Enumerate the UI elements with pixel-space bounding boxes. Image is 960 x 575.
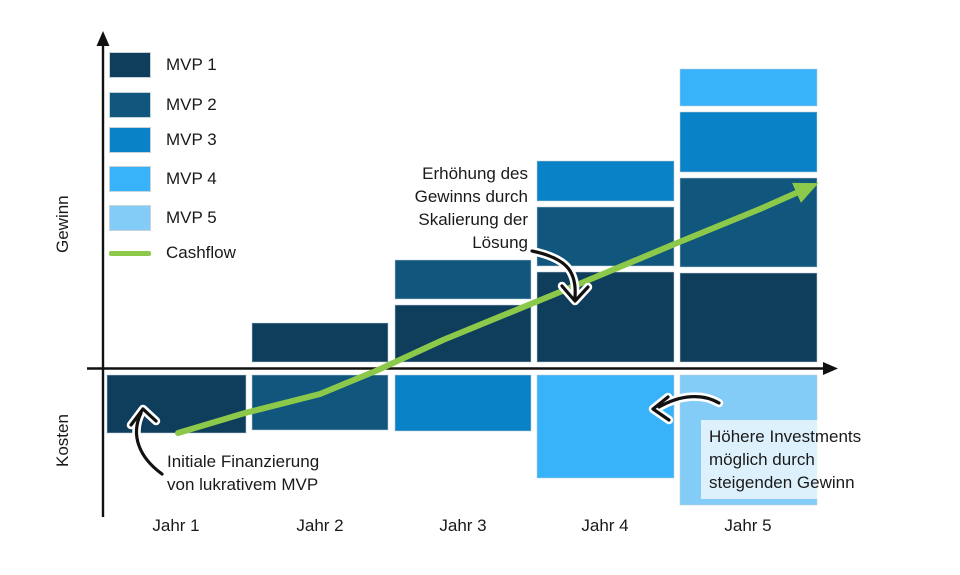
annotation-initiale-finanzierung: Initiale Finanzierung von lukrativem MVP	[167, 452, 320, 494]
bar-segment-gewinn	[536, 160, 675, 202]
legend-item-mvp5: MVP 5	[109, 205, 217, 231]
legend-swatch-mvp3	[109, 127, 151, 153]
annotation-arrow-erhoehung-icon	[560, 284, 590, 303]
x-axis-arrow-icon	[823, 362, 838, 375]
legend-swatch-mvp1	[109, 52, 151, 78]
legend-label: MVP 4	[166, 169, 217, 188]
bar-segment-gewinn	[251, 322, 389, 363]
x-axis-label-jahr-4: Jahr 4	[581, 516, 629, 535]
annotation-arrow-initiale-icon	[135, 411, 164, 476]
x-axis-label-jahr-1: Jahr 1	[152, 516, 200, 535]
annotation-arrow-initiale-icon	[129, 407, 158, 427]
bar-segment-gewinn	[536, 271, 675, 363]
legend-item-mvp1: MVP 1	[109, 52, 217, 78]
legend-label: MVP 1	[166, 55, 217, 74]
y-axis-label-gewinn: Gewinn	[53, 195, 72, 253]
legend-swatch-mvp4	[109, 166, 151, 192]
annotation-hoehere-investments: Höhere Investments möglich durch steigen…	[701, 420, 870, 499]
x-axis-label-jahr-2: Jahr 2	[296, 516, 344, 535]
legend-swatch-mvp5	[109, 205, 151, 231]
annotation-arrow-hoehere-icon	[651, 395, 671, 422]
legend-swatch-mvp2	[109, 92, 151, 118]
legend-label: MVP 5	[166, 208, 217, 227]
legend-item-mvp3: MVP 3	[109, 127, 217, 153]
x-axis-label-jahr-3: Jahr 3	[439, 516, 487, 535]
y-axis-arrow-icon	[96, 31, 110, 46]
y-axis-label-kosten: Kosten	[53, 414, 72, 467]
legend-item-mvp2: MVP 2	[109, 92, 217, 118]
bar-segment-gewinn	[679, 111, 818, 173]
annotation-arrow-erhoehung-icon	[530, 249, 577, 299]
bar-segment-kosten	[251, 374, 389, 431]
legend-label: MVP 2	[166, 95, 217, 114]
bar-segment-gewinn	[679, 272, 818, 363]
legend-item-cashflow: Cashflow	[109, 243, 236, 263]
annotation-erhoehung-des-gewinns: Erhöhung des Gewinns durch Skalierung de…	[414, 164, 528, 252]
bar-segment-kosten	[536, 374, 675, 479]
legend-label: MVP 3	[166, 130, 217, 149]
x-axis-label-jahr-5: Jahr 5	[724, 516, 772, 535]
bar-segment-gewinn	[394, 259, 532, 300]
legend-label: Cashflow	[166, 243, 236, 262]
legend-item-mvp4: MVP 4	[109, 166, 217, 192]
annotation-arrow-hoehere-icon	[657, 395, 721, 409]
bar-segment-gewinn	[679, 68, 818, 107]
cashflow-line	[175, 182, 819, 436]
bar-segment-kosten	[394, 374, 532, 432]
legend-line-cashflow	[109, 250, 151, 256]
